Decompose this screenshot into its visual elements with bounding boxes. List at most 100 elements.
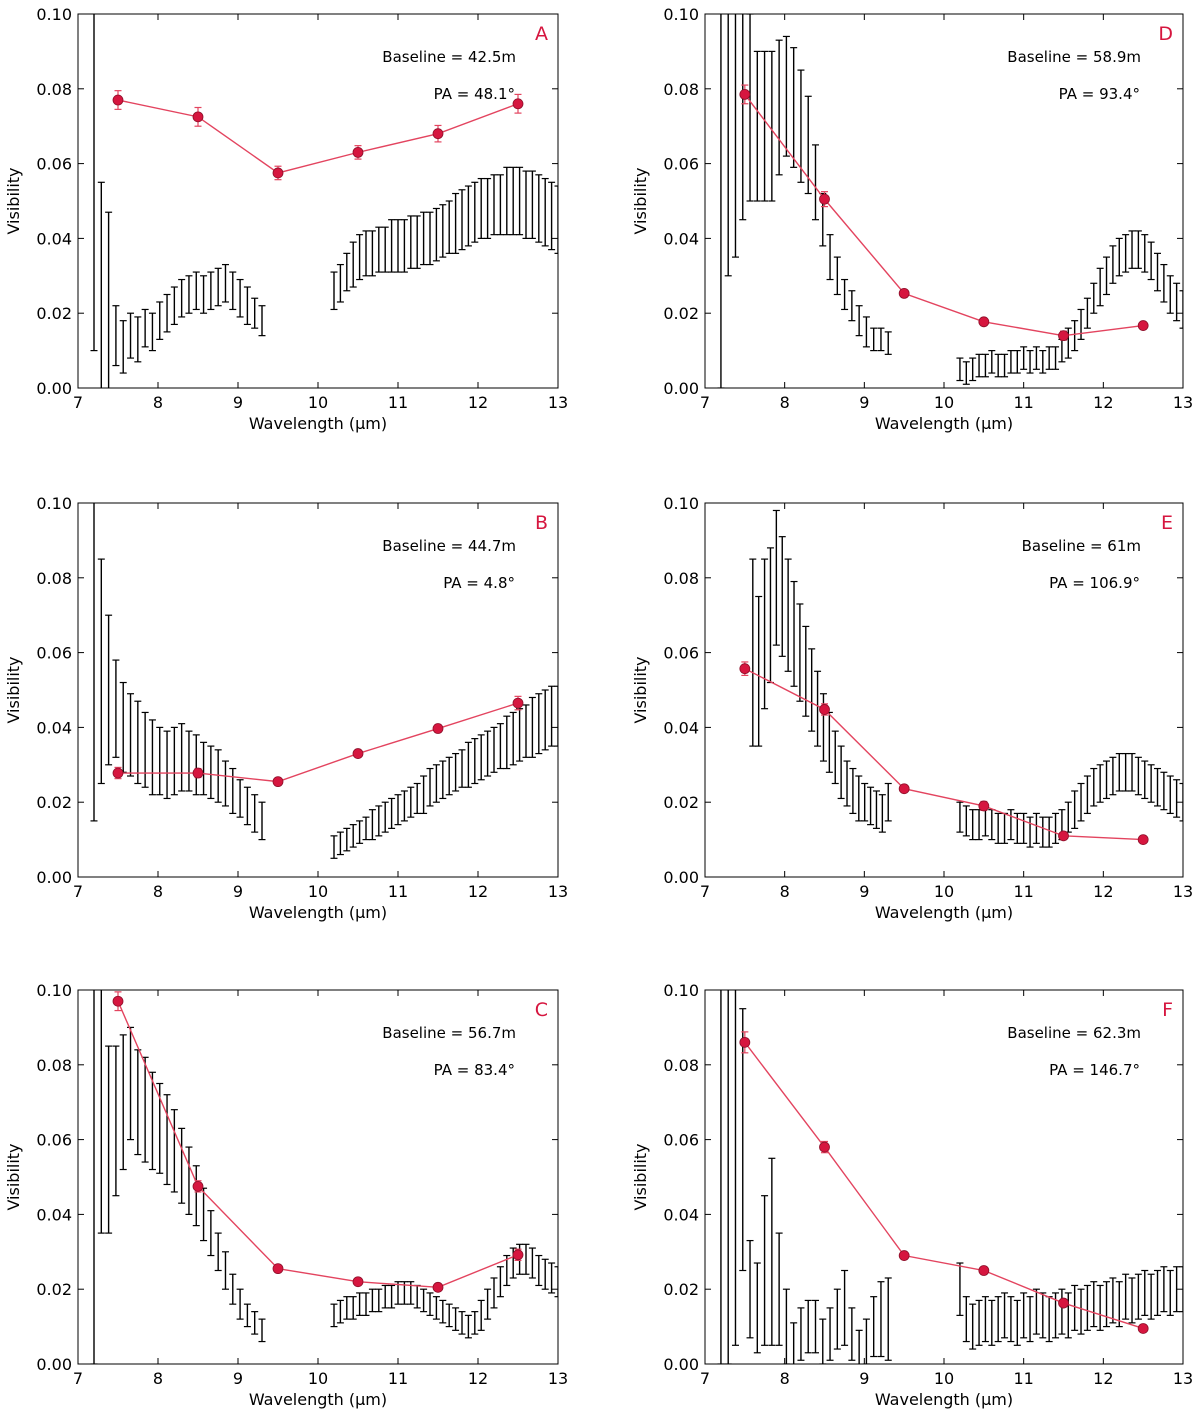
- baseline-annotation: Baseline = 44.7m: [382, 537, 516, 555]
- measured-errorbar: [548, 685, 556, 747]
- measured-errorbar: [185, 1146, 193, 1216]
- measured-errorbar: [1141, 760, 1149, 800]
- measured-errorbar: [192, 734, 200, 796]
- measured-errorbar: [1179, 1266, 1183, 1313]
- model-point: [272, 776, 284, 788]
- measured-errorbar: [119, 320, 127, 374]
- measured-errorbar: [509, 711, 517, 766]
- measured-errorbar: [796, 603, 804, 702]
- x-tick-label: 9: [233, 393, 243, 412]
- measured-errorbar: [477, 177, 485, 239]
- measured-errorbar: [490, 726, 498, 773]
- measured-errorbar: [200, 275, 208, 314]
- y-tick-label: 0.00: [663, 868, 699, 887]
- panel-letter: E: [1161, 512, 1173, 534]
- measured-errorbar: [969, 357, 977, 382]
- measured-errorbar: [1122, 1273, 1130, 1320]
- measured-errorbar: [811, 1299, 819, 1354]
- measured-errorbar: [192, 271, 200, 311]
- measured-errorbar: [471, 181, 479, 243]
- measured-errorbar: [112, 1045, 120, 1197]
- baseline-annotation: Baseline = 61m: [1022, 537, 1141, 555]
- y-tick-label: 0.10: [36, 981, 72, 1000]
- y-axis-label: Visibility: [631, 656, 650, 723]
- measured-errorbar: [214, 749, 222, 803]
- measured-errorbar: [413, 782, 421, 815]
- model-point: [1058, 1297, 1069, 1309]
- measured-errorbar: [837, 745, 845, 800]
- measured-errorbar: [349, 241, 357, 288]
- measured-errorbar: [541, 689, 549, 751]
- measured-errorbar: [884, 331, 892, 355]
- measured-errorbar: [1090, 767, 1098, 807]
- measured-errorbar: [554, 685, 558, 747]
- measured-errorbar: [1103, 760, 1111, 800]
- measured-errorbar: [426, 211, 434, 266]
- measured-errorbar: [775, 39, 783, 176]
- measured-errorbar: [814, 670, 822, 747]
- panel-e: 7 8 9 10 11 12 13 0.00 0.02 0.04 0.06 0.08 0.10 Wavel…: [631, 494, 1193, 922]
- measured-errorbar: [1083, 297, 1091, 329]
- y-tick-label: 0.04: [663, 229, 699, 248]
- measured-errorbar: [148, 719, 156, 796]
- y-tick-label: 0.10: [36, 5, 72, 24]
- x-tick-label: 7: [73, 1369, 83, 1388]
- measured-errorbar: [528, 170, 536, 239]
- measured-errorbar: [229, 767, 237, 815]
- measured-data: [90, 503, 558, 859]
- measured-errorbar: [375, 805, 383, 837]
- measured-errorbar: [808, 648, 816, 732]
- x-axis-label: Wavelength (μm): [875, 414, 1013, 433]
- measured-errorbar: [243, 786, 251, 826]
- model-point: [112, 90, 124, 110]
- x-tick-label: 9: [233, 1369, 243, 1388]
- measured-errorbar: [207, 745, 215, 800]
- x-tick-label: 7: [73, 882, 83, 901]
- panel-letter: B: [535, 512, 548, 534]
- measured-errorbar: [496, 1266, 504, 1298]
- model-point: [819, 191, 830, 208]
- measured-errorbar: [994, 1296, 1002, 1343]
- measured-errorbar: [207, 271, 215, 311]
- measured-errorbar: [1039, 350, 1047, 374]
- x-axis-label: Wavelength (μm): [249, 903, 387, 922]
- measured-errorbar: [1001, 1292, 1009, 1339]
- measured-errorbar: [766, 547, 774, 684]
- measured-errorbar: [768, 50, 776, 202]
- measured-errorbar: [90, 990, 98, 1364]
- measured-errorbar: [1103, 256, 1111, 296]
- measured-errorbar: [975, 809, 983, 841]
- measured-errorbar: [535, 693, 543, 755]
- measured-errorbar: [1071, 790, 1079, 829]
- measured-errorbar: [243, 1303, 251, 1328]
- measured-errorbar: [811, 144, 819, 221]
- measured-errorbar: [778, 536, 786, 657]
- panel-letter: A: [535, 23, 548, 45]
- measured-errorbar: [381, 1284, 389, 1309]
- measured-errorbar: [343, 252, 351, 292]
- measured-errorbar: [97, 181, 105, 388]
- measured-errorbar: [1071, 1284, 1079, 1331]
- measured-errorbar: [1007, 1296, 1015, 1343]
- measured-errorbar: [388, 219, 396, 273]
- measured-errorbar: [141, 1056, 149, 1163]
- measured-errorbar: [731, 990, 739, 1346]
- measured-errorbar: [141, 711, 149, 788]
- model-point: [512, 695, 524, 711]
- measured-errorbar: [400, 219, 408, 273]
- measured-errorbar: [1147, 241, 1155, 281]
- measured-errorbar: [394, 794, 402, 826]
- measured-errorbar: [956, 357, 964, 382]
- measured-errorbar: [862, 1318, 870, 1364]
- x-tick-label: 11: [388, 1369, 408, 1388]
- measured-errorbar: [471, 1311, 479, 1335]
- measured-errorbar: [1032, 812, 1040, 844]
- x-tick-label: 11: [1013, 393, 1033, 412]
- measured-errorbar: [477, 1299, 485, 1331]
- measured-errorbar: [768, 1157, 776, 1346]
- y-tick-label: 0.02: [36, 793, 72, 812]
- measured-errorbar: [988, 350, 996, 374]
- y-tick-label: 0.02: [663, 304, 699, 323]
- measured-errorbar: [1020, 812, 1028, 844]
- measured-errorbar: [458, 1311, 466, 1335]
